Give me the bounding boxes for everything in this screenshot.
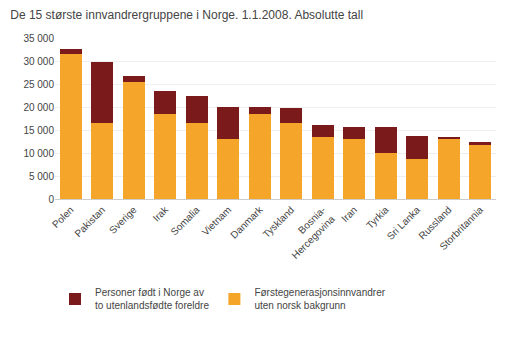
- svg-text:Vietnam: Vietnam: [200, 204, 234, 238]
- svg-text:10 000: 10 000: [23, 148, 54, 159]
- svg-text:Polen: Polen: [50, 204, 76, 230]
- svg-text:0: 0: [48, 194, 54, 205]
- svg-text:Russland: Russland: [416, 204, 453, 241]
- svg-text:Irak: Irak: [151, 203, 171, 223]
- svg-text:35 000: 35 000: [23, 33, 54, 44]
- svg-text:15 000: 15 000: [23, 125, 54, 136]
- svg-text:25 000: 25 000: [23, 79, 54, 90]
- svg-text:Sri Lanka: Sri Lanka: [385, 204, 423, 242]
- svg-text:Personer født i Norge avto ute: Personer født i Norge avto utenlandsfødt…: [95, 287, 209, 311]
- svg-text:20 000: 20 000: [23, 102, 54, 113]
- svg-text:Tyskland: Tyskland: [261, 204, 297, 240]
- svg-text:Førstegenerasjonsinnvandrerute: Førstegenerasjonsinnvandreruten norsk ba…: [254, 287, 385, 311]
- svg-text:Sverige: Sverige: [107, 204, 139, 236]
- svg-text:Danmark: Danmark: [228, 203, 265, 240]
- svg-text:Tyrkia: Tyrkia: [364, 204, 391, 231]
- svg-text:Iran: Iran: [339, 204, 359, 224]
- svg-text:Pakistan: Pakistan: [72, 204, 107, 239]
- svg-text:Storbritannia: Storbritannia: [437, 204, 485, 252]
- svg-text:Bosnia-Hercegovina: Bosnia-Hercegovina: [280, 204, 337, 261]
- svg-text:De 15 største innvandrergruppe: De 15 største innvandrergruppene i Norge…: [10, 8, 363, 22]
- svg-text:5 000: 5 000: [29, 171, 54, 182]
- svg-text:30 000: 30 000: [23, 56, 54, 67]
- svg-text:Somalia: Somalia: [168, 204, 202, 238]
